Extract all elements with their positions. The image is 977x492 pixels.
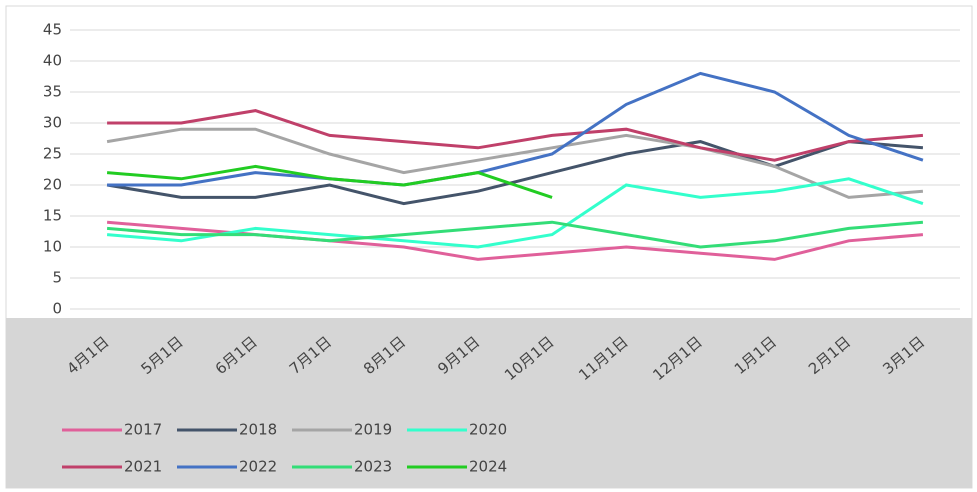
y-tick-label: 25 [43, 145, 62, 163]
legend-label: 2023 [354, 458, 392, 476]
y-tick-label: 40 [43, 52, 62, 70]
legend-label: 2017 [124, 421, 162, 439]
y-tick-label: 35 [43, 83, 62, 101]
lower-band [6, 318, 972, 488]
y-tick-label: 0 [52, 300, 62, 318]
series-line [106, 164, 553, 199]
legend-label: 2020 [469, 421, 507, 439]
series-line [106, 127, 924, 199]
y-tick-label: 45 [43, 21, 62, 39]
series-line [107, 71, 924, 187]
legend-label: 2018 [239, 421, 277, 439]
legend-label: 2024 [469, 458, 507, 476]
series-line [106, 177, 924, 249]
y-tick-label: 10 [43, 238, 62, 256]
series-line [106, 140, 924, 206]
legend-label: 2019 [354, 421, 392, 439]
series-line [107, 109, 924, 162]
legend-label: 2022 [239, 458, 277, 476]
y-tick-label: 30 [43, 114, 62, 132]
y-tick-label: 5 [52, 269, 62, 287]
series-line [106, 220, 924, 249]
y-tick-label: 20 [43, 176, 62, 194]
y-tick-label: 15 [43, 207, 62, 225]
legend-label: 2021 [124, 458, 162, 476]
